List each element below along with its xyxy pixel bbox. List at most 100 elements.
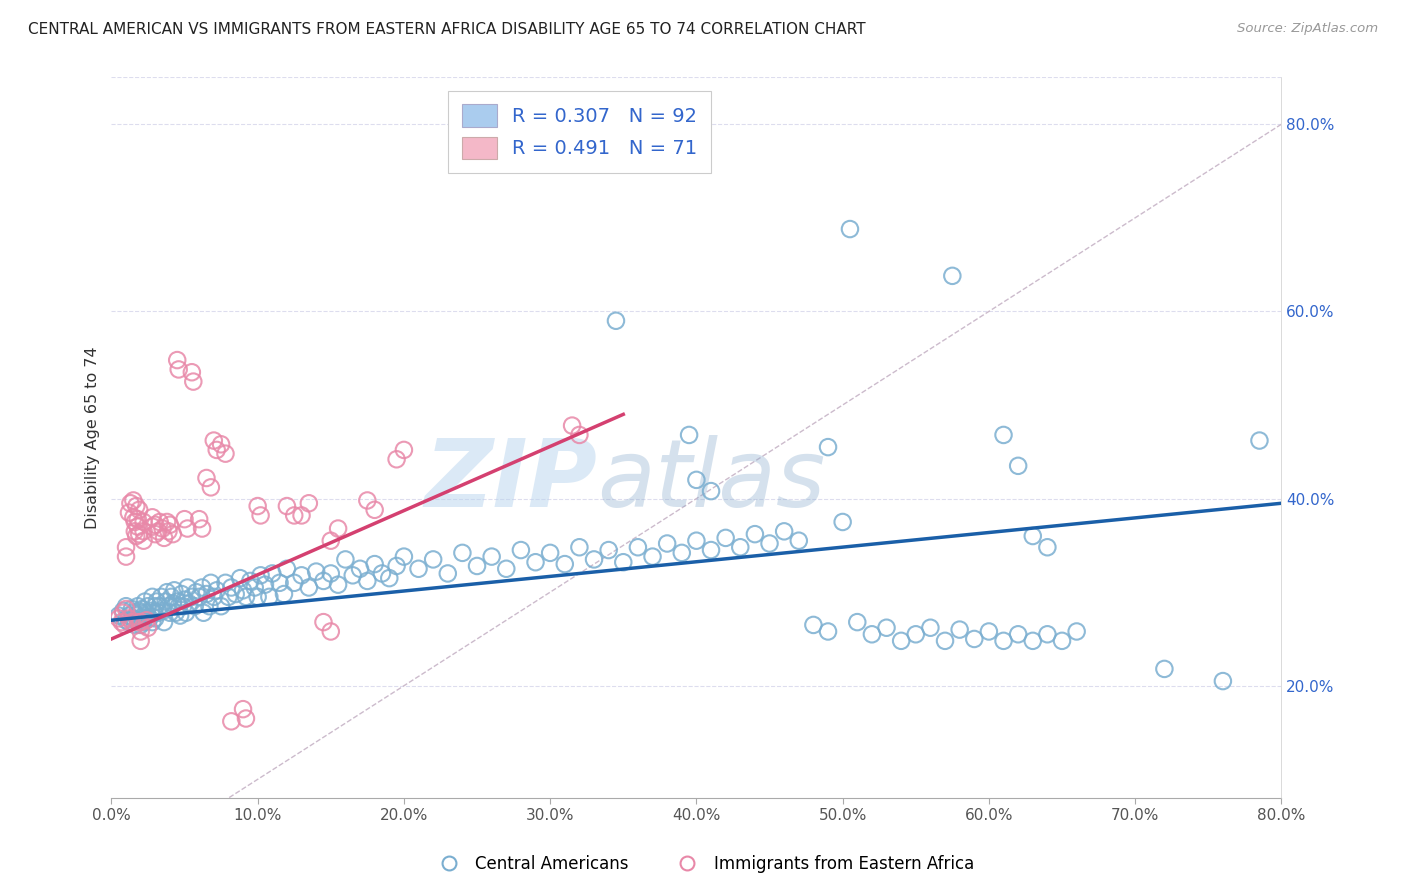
Point (685, 533, 707, 548)
Point (124, 515, 146, 529)
Text: ZIP: ZIP (425, 435, 598, 527)
Point (174, 606, 197, 620)
Point (143, 527, 166, 541)
Point (326, 577, 349, 591)
Point (890, 633, 912, 648)
Point (319, 624, 342, 639)
Point (235, 712, 257, 726)
Point (142, 606, 165, 620)
Point (120, 496, 142, 510)
Point (132, 515, 155, 529)
Point (214, 447, 236, 461)
Point (342, 568, 364, 582)
Point (132, 533, 155, 548)
Point (153, 615, 176, 629)
Point (627, 541, 650, 555)
Point (787, 533, 810, 548)
Point (1153, 662, 1175, 676)
Y-axis label: Disability Age 65 to 74: Disability Age 65 to 74 (86, 346, 100, 529)
Point (159, 517, 181, 532)
Point (319, 566, 342, 581)
Point (385, 452, 408, 467)
Point (451, 546, 474, 560)
Point (817, 440, 839, 454)
Point (141, 590, 163, 604)
Point (392, 442, 415, 457)
Point (598, 543, 620, 558)
Point (436, 566, 458, 581)
Point (191, 522, 214, 536)
Point (298, 496, 321, 510)
Point (156, 515, 179, 529)
Point (941, 268, 963, 283)
Point (134, 594, 156, 608)
Point (141, 510, 163, 524)
Point (298, 581, 321, 595)
Point (1022, 633, 1045, 648)
Point (524, 555, 547, 569)
Point (221, 581, 243, 595)
Point (232, 583, 254, 598)
Point (714, 531, 737, 545)
Point (934, 633, 956, 648)
Point (167, 599, 190, 614)
Point (145, 594, 167, 608)
Point (128, 615, 150, 629)
Point (124, 618, 146, 632)
Point (143, 517, 166, 532)
Point (744, 527, 766, 541)
Point (118, 615, 141, 629)
Point (149, 515, 172, 529)
Point (115, 599, 138, 614)
Point (107, 611, 129, 625)
Point (166, 353, 188, 368)
Point (129, 618, 152, 632)
Point (259, 590, 281, 604)
Point (136, 599, 159, 614)
Point (605, 314, 627, 328)
Point (173, 592, 195, 607)
Point (949, 623, 972, 637)
Point (283, 508, 305, 523)
Text: atlas: atlas (598, 435, 825, 526)
Point (671, 546, 693, 560)
Point (135, 606, 157, 620)
Point (538, 546, 561, 560)
Point (115, 541, 138, 555)
Point (730, 541, 752, 555)
Point (1007, 458, 1029, 473)
Point (172, 599, 194, 614)
Point (657, 536, 679, 550)
Point (561, 418, 583, 433)
Point (202, 434, 225, 448)
Point (326, 522, 349, 536)
Point (1036, 627, 1059, 641)
Point (149, 599, 172, 614)
Point (129, 615, 152, 629)
Point (385, 558, 408, 573)
Point (612, 555, 634, 569)
Point (180, 590, 202, 604)
Point (118, 506, 141, 520)
Point (319, 533, 342, 548)
Point (860, 627, 883, 641)
Point (143, 611, 166, 625)
Point (163, 583, 186, 598)
Point (125, 529, 148, 543)
Point (153, 531, 176, 545)
Point (181, 375, 204, 389)
Point (371, 566, 394, 581)
Point (115, 613, 138, 627)
Point (349, 562, 371, 576)
Point (125, 499, 148, 513)
Point (167, 362, 190, 376)
Point (209, 437, 232, 451)
Point (143, 599, 166, 614)
Point (963, 632, 986, 646)
Point (127, 599, 149, 614)
Point (269, 575, 291, 590)
Point (193, 606, 215, 620)
Point (114, 618, 136, 632)
Point (162, 527, 184, 541)
Point (148, 606, 170, 620)
